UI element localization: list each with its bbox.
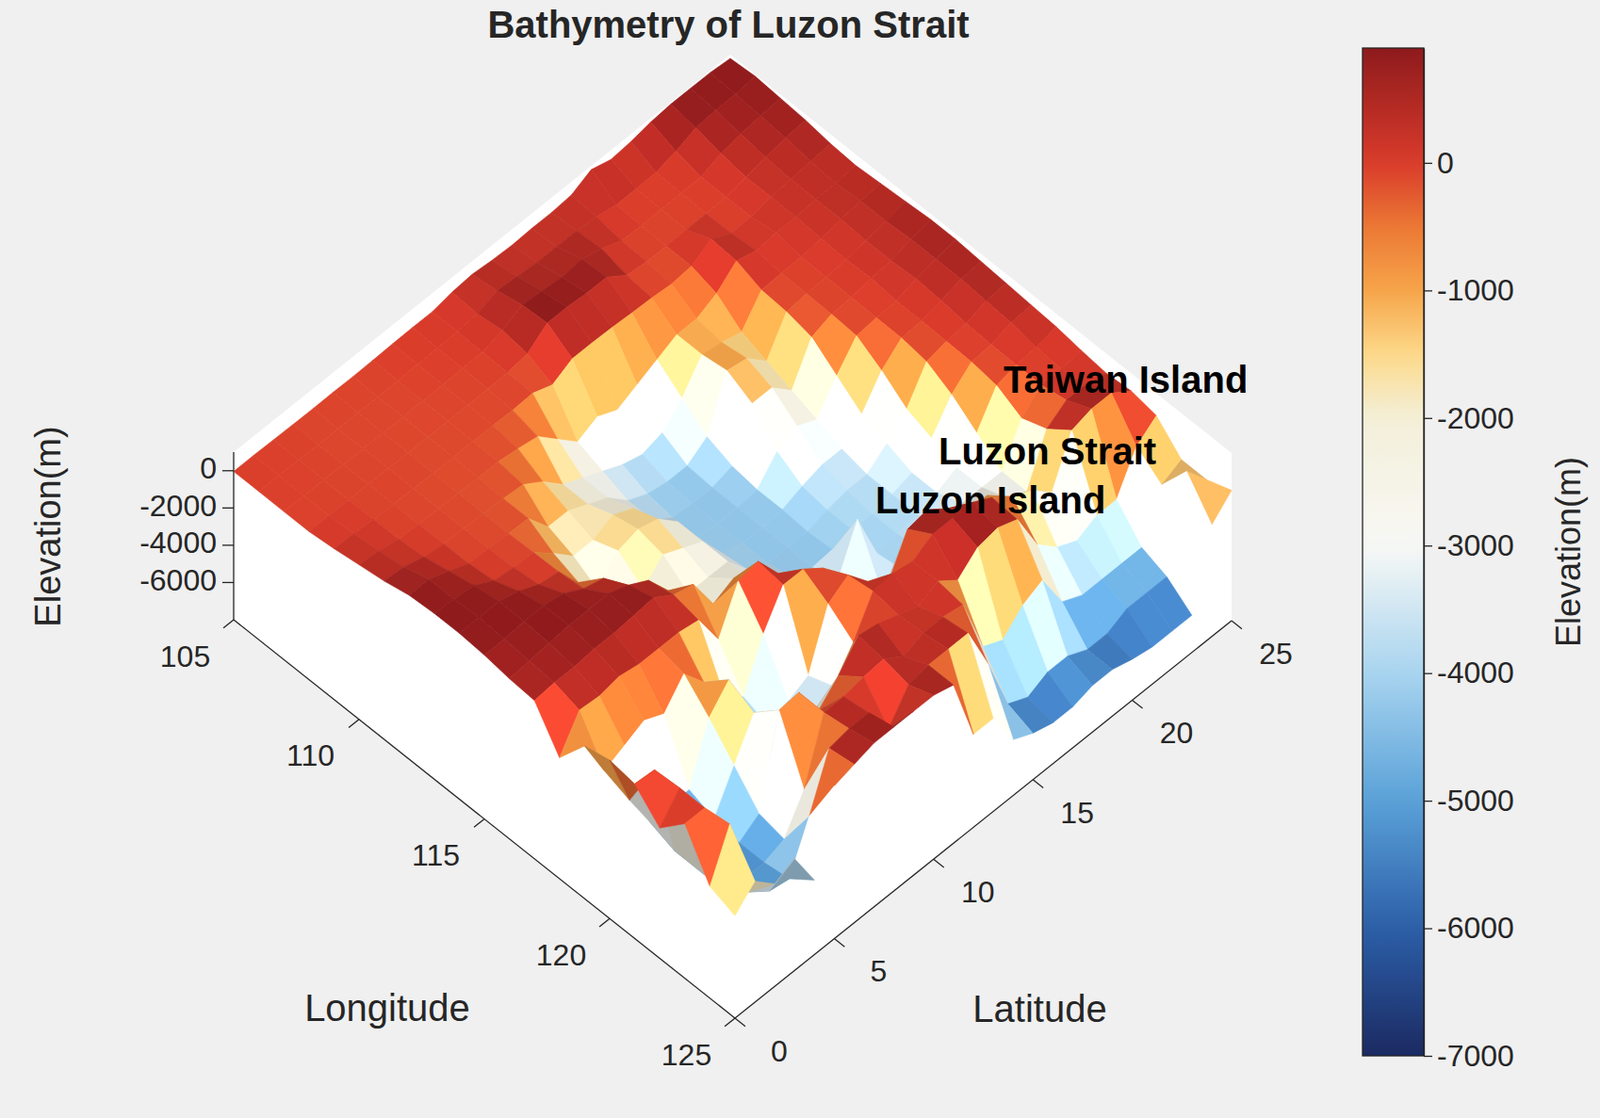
- colorbar-title: Elevation(m): [1549, 457, 1588, 648]
- x-axis-title: Longitude: [304, 987, 471, 1029]
- x-tick: [473, 819, 485, 829]
- y-tick: [933, 859, 945, 868]
- colorbar-tick: -6000: [1423, 911, 1515, 946]
- y-tick-label: 5: [869, 954, 887, 989]
- plot-background: [233, 54, 1232, 1019]
- z-tick: [222, 544, 234, 546]
- colorbar-tick-mark: [1423, 800, 1433, 802]
- annotation: Taiwan Island: [1003, 359, 1248, 401]
- y-tick: [1032, 780, 1044, 789]
- y-tick: [1231, 620, 1242, 630]
- annotation: Luzon Strait: [938, 430, 1157, 473]
- x-tick-label: 120: [536, 938, 587, 973]
- chart-root: 10511011512012505101520250-2000-4000-600…: [0, 0, 1600, 1118]
- colorbar-tick: -2000: [1423, 401, 1515, 436]
- surface-cell: [888, 685, 934, 730]
- colorbar-tick-label: -4000: [1436, 655, 1515, 690]
- axes: 10511011512012505101520250-2000-4000-600…: [139, 451, 1293, 1072]
- colorbar-axis-line: [1423, 48, 1425, 1058]
- colorbar-tick-mark: [1423, 418, 1433, 420]
- x-axis-line: [233, 620, 735, 1019]
- colorbar-tick-label: -5000: [1436, 783, 1515, 818]
- colorbar-tick-label: -3000: [1436, 528, 1515, 563]
- x-tick: [724, 1018, 735, 1028]
- colorbar-tick: 0: [1423, 146, 1454, 180]
- y-tick-label: 10: [961, 875, 996, 910]
- surface-cell: [709, 824, 755, 916]
- surface: [233, 58, 1232, 916]
- x-tick-label: 115: [411, 838, 460, 873]
- colorbar-tick-mark: [1423, 673, 1433, 675]
- colorbar-tick-label: -1000: [1436, 273, 1515, 308]
- colorbar-tick-label: -2000: [1436, 401, 1515, 436]
- z-tick-label: -2000: [139, 489, 217, 523]
- chart-svg: 10511011512012505101520250-2000-4000-600…: [0, 0, 1600, 1118]
- colorbar-tick-label: -6000: [1436, 911, 1515, 946]
- colorbar-tick-mark: [1423, 545, 1433, 547]
- colorbar-tick: -3000: [1423, 528, 1515, 563]
- z-tick: [222, 582, 234, 584]
- x-tick: [348, 719, 360, 729]
- y-axis-line: [734, 620, 1232, 1019]
- z-axis-title: Elevation(m): [28, 425, 68, 627]
- z-tick-label: -4000: [139, 525, 217, 560]
- x-tick-label: 105: [160, 639, 211, 674]
- y-tick: [833, 939, 845, 948]
- y-tick-label: 15: [1060, 796, 1094, 831]
- colorbar-tick: -7000: [1423, 1039, 1515, 1074]
- y-tick-label: 0: [770, 1034, 788, 1069]
- colorbar-tick: -1000: [1423, 273, 1515, 308]
- colorbar-tick-mark: [1423, 1056, 1433, 1058]
- colorbar-tick-label: -7000: [1436, 1039, 1515, 1074]
- x-tick: [599, 918, 610, 928]
- y-tick: [734, 1018, 746, 1028]
- annotation: Luzon Island: [875, 479, 1106, 522]
- colorbar-tick-mark: [1423, 928, 1433, 930]
- colorbar-tick: -4000: [1423, 655, 1515, 690]
- z-tick: [222, 507, 234, 509]
- z-tick-label: 0: [199, 451, 217, 486]
- colorbar-tick-mark: [1423, 163, 1433, 164]
- y-tick-label: 20: [1159, 716, 1194, 751]
- z-axis-line: [232, 452, 234, 621]
- x-tick-label: 125: [661, 1038, 712, 1073]
- y-tick-label: 25: [1258, 636, 1293, 671]
- y-axis-title: Latitude: [972, 988, 1107, 1030]
- chart-title: Bathymetry of Luzon Strait: [487, 3, 969, 46]
- y-tick: [1132, 700, 1143, 709]
- surface-cell: [769, 859, 816, 892]
- colorbar: [1362, 48, 1424, 1057]
- z-tick: [222, 470, 234, 472]
- colorbar-tick-label: 0: [1436, 146, 1454, 180]
- colorbar-axis: 0 -1000 -2000 -3000 -4000 -5000 -6000 -7000: [1423, 48, 1515, 1074]
- colorbar-tick-mark: [1423, 290, 1433, 292]
- surface-cell: [809, 748, 855, 817]
- x-tick: [223, 620, 234, 629]
- colorbar-tick: -5000: [1423, 783, 1515, 818]
- x-tick-label: 110: [286, 738, 335, 773]
- z-tick-label: -6000: [139, 563, 217, 598]
